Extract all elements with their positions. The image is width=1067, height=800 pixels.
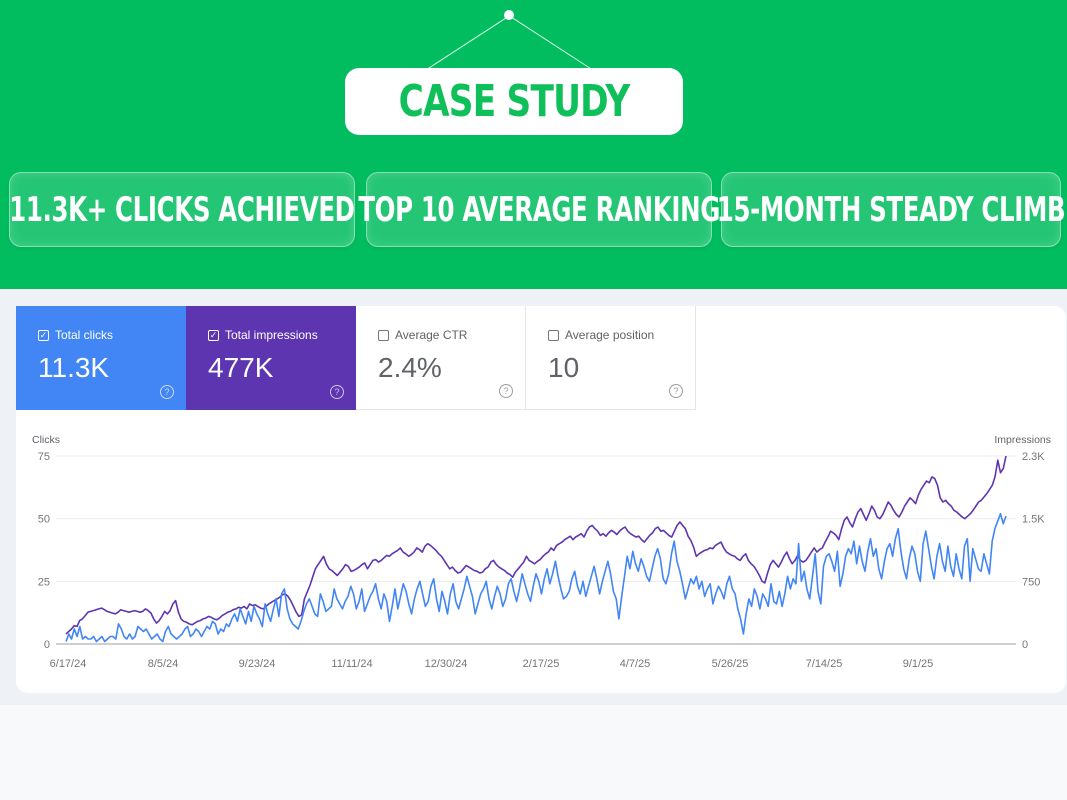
help-circle-icon[interactable]: ? xyxy=(499,384,513,398)
metric-label: Average position xyxy=(565,328,655,342)
checkbox-unchecked-icon[interactable] xyxy=(378,329,389,341)
case-study-plate: CASE STUDY xyxy=(345,68,683,135)
metric-label: Total impressions xyxy=(225,328,318,342)
metric-value: 10 xyxy=(548,352,580,383)
metric-label: Average CTR xyxy=(395,328,468,342)
metric-value: 477K xyxy=(208,352,274,383)
help-circle-icon[interactable]: ? xyxy=(330,385,344,399)
checkbox-unchecked-icon[interactable] xyxy=(548,329,559,341)
page-title: CASE STUDY xyxy=(398,76,631,127)
metric-tile-total-impressions[interactable]: ✓ Total impressions 477K ? xyxy=(186,306,356,410)
highlight-label: 11.3K+ CLICKS ACHIEVED xyxy=(9,189,355,230)
hanger-pin-icon xyxy=(504,10,514,20)
checkbox-checked-icon[interactable]: ✓ xyxy=(208,329,219,341)
help-circle-icon[interactable]: ? xyxy=(669,384,683,398)
highlight-duration: 15-MONTH STEADY CLIMB xyxy=(717,172,1066,247)
hero-banner: CASE STUDY 11.3K+ CLICKS ACHIEVED TOP 10… xyxy=(0,0,1067,289)
help-circle-icon[interactable]: ? xyxy=(160,385,174,399)
metric-tile-average-position[interactable]: Average position 10 ? xyxy=(526,306,696,410)
hanger-string-left xyxy=(428,13,513,69)
highlight-ranking: TOP 10 AVERAGE RANKING xyxy=(358,172,720,247)
metric-label: Total clicks xyxy=(55,328,114,342)
highlight-label: 15-MONTH STEADY CLIMB xyxy=(716,189,1066,230)
metric-tile-total-clicks[interactable]: ✓ Total clicks 11.3K ? xyxy=(16,306,186,410)
metric-tile-average-ctr[interactable]: Average CTR 2.4% ? xyxy=(356,306,526,410)
highlight-label: TOP 10 AVERAGE RANKING xyxy=(358,189,720,230)
checkbox-checked-icon[interactable]: ✓ xyxy=(38,329,49,341)
metric-value: 2.4% xyxy=(378,352,442,383)
hanger-string-right xyxy=(508,15,591,69)
highlight-clicks: 11.3K+ CLICKS ACHIEVED xyxy=(9,172,355,247)
metric-value: 11.3K xyxy=(38,352,110,383)
performance-card: ✓ Total clicks 11.3K ? ✓ Total impressions… xyxy=(16,306,1066,693)
